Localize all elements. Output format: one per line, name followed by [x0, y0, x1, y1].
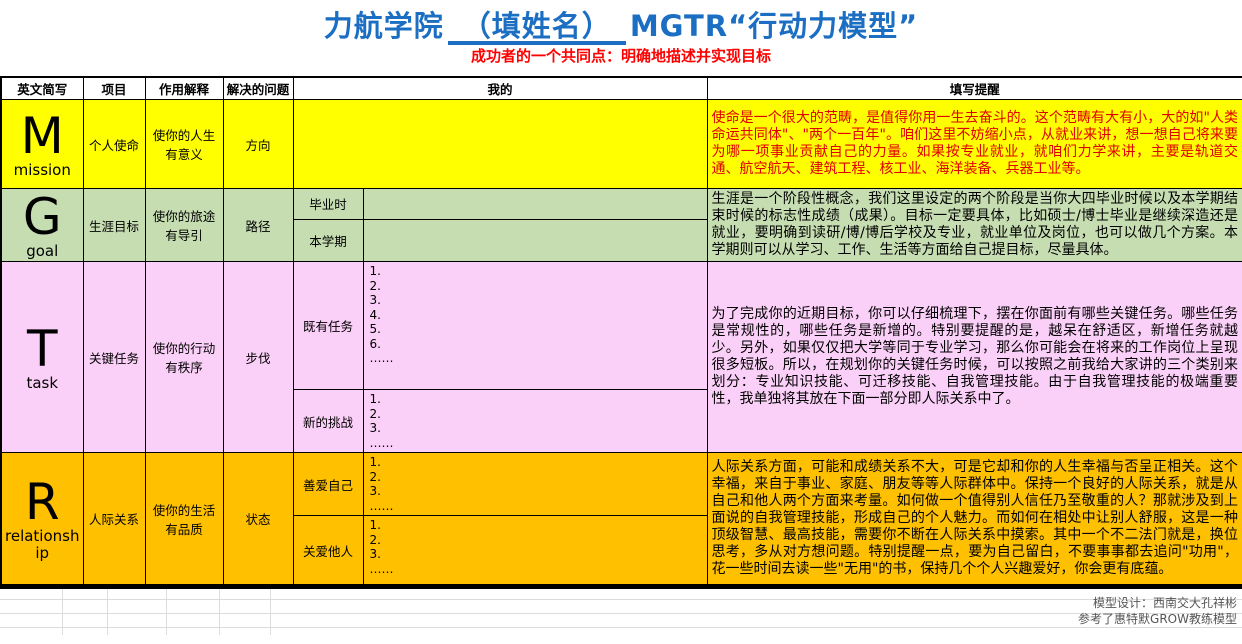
- title-model-name: MGTR“行动力模型”: [629, 9, 919, 43]
- page-subtitle: 成功者的一个共同点：明确地描述并实现目标: [470, 47, 771, 65]
- task-item-cell: 关键任务: [82, 261, 146, 453]
- mgtr-model-table: 英文简写 项目 作用解释 解决的问题 我的 填写提醒 M mission 个人使…: [0, 76, 1242, 589]
- goal-abbr-cell: G goal: [0, 188, 84, 262]
- task-sub2-label-cell: 新的挑战: [292, 389, 364, 453]
- mission-problem-cell: 方向: [222, 99, 294, 189]
- goal-sub1-label-cell: 毕业时: [292, 188, 364, 220]
- model-designer-note: 模型设计：西南交大孔祥彬: [1092, 596, 1237, 610]
- header-explain: 作用解释: [144, 76, 224, 100]
- header-mine: 我的: [292, 76, 708, 100]
- goal-item-cell: 生涯目标: [82, 188, 146, 262]
- relationship-sub2-label-cell: 关爱他人: [292, 515, 364, 587]
- footer-notes: 模型设计：西南交大孔祥彬 参考了惠特默GROW教练模型: [1078, 595, 1237, 627]
- relationship-problem-cell: 状态: [222, 452, 294, 587]
- mine-task-existing-cell[interactable]: 1. 2. 3. 4. 5. 6. ……: [362, 261, 708, 390]
- task-row-existing: T task 关键任务 使你的行动有秩序 步伐 既有任务 1. 2. 3. 4.…: [0, 261, 1242, 453]
- task-row-new: 新的挑战 1. 2. 3. ……: [1, 389, 1242, 453]
- relationship-letter: R: [24, 472, 60, 531]
- mine-relationship-others-cell[interactable]: 1. 2. 3. ……: [362, 515, 708, 587]
- goal-row-graduation: G goal 生涯目标 使你的旅途有导引 路径 毕业时 生涯是一个阶段性概念，我…: [0, 188, 1242, 262]
- mission-word: mission: [13, 160, 71, 179]
- relationship-abbr-cell: R relationship: [0, 452, 84, 587]
- goal-explain-cell: 使你的旅途有导引: [144, 188, 224, 262]
- relationship-word: relationship: [5, 526, 80, 562]
- mission-row: M mission 个人使命 使你的人生有意义 方向 使命是一个很大的范畴，是值…: [0, 99, 1242, 189]
- mine-goal-semester-cell[interactable]: [362, 218, 708, 263]
- relationship-explain-cell: 使你的生活有品质: [144, 452, 224, 587]
- goal-sub2-label-cell: 本学期: [292, 218, 364, 263]
- goal-row-semester: 本学期: [1, 218, 1242, 263]
- task-sub1-label-cell: 既有任务: [292, 261, 364, 390]
- mine-goal-graduation-cell[interactable]: [362, 188, 708, 220]
- mission-letter: M: [20, 106, 64, 165]
- mission-reminder-cell: 使命是一个很大的范畴，是值得你用一生去奋斗的。这个范畴有大有小，大的如"人类命运…: [706, 99, 1242, 189]
- mine-relationship-self-cell[interactable]: 1. 2. 3. ……: [362, 452, 708, 516]
- mine-task-new-cell[interactable]: 1. 2. 3. ……: [362, 389, 708, 453]
- header-reminder: 填写提醒: [706, 76, 1242, 100]
- task-problem-cell: 步伐: [222, 261, 294, 453]
- header-abbr: 英文简写: [0, 76, 84, 100]
- header-item: 项目: [82, 76, 146, 100]
- relationship-row-others: 关爱他人 1. 2. 3. ……: [1, 515, 1242, 587]
- mission-item-cell: 个人使命: [82, 99, 146, 189]
- relationship-reminder-cell: 人际关系方面，可能和成绩关系不大，可是它却和你的人生幸福与否呈正相关。这个幸福，…: [706, 452, 1242, 587]
- goal-word: goal: [26, 241, 59, 260]
- mission-explain-cell: 使你的人生有意义: [144, 99, 224, 189]
- relationship-sub1-label-cell: 善爱自己: [292, 452, 364, 516]
- title-school: 力航学院: [323, 9, 444, 43]
- relationship-row-self: R relationship 人际关系 使你的生活有品质 状态 善爱自己 1. …: [0, 452, 1242, 587]
- task-letter: T: [26, 319, 58, 378]
- header-problem: 解决的问题: [222, 76, 294, 100]
- model-reference-note: 参考了惠特默GROW教练模型: [1078, 612, 1237, 626]
- relationship-item-cell: 人际关系: [82, 452, 146, 587]
- footer-grid-area: 模型设计：西南交大孔祥彬 参考了惠特默GROW教练模型: [0, 589, 1242, 635]
- goal-problem-cell: 路径: [222, 188, 294, 262]
- mission-abbr-cell: M mission: [0, 99, 84, 189]
- task-word: task: [26, 373, 59, 392]
- page-title: 力航学院 （填姓名） MGTR“行动力模型”: [0, 0, 1242, 45]
- task-explain-cell: 使你的行动有秩序: [144, 261, 224, 453]
- goal-letter: G: [22, 188, 62, 246]
- table-header-row: 英文简写 项目 作用解释 解决的问题 我的 填写提醒: [0, 76, 1242, 100]
- task-abbr-cell: T task: [0, 261, 84, 453]
- title-fill-name-blank: （填姓名）: [447, 11, 626, 45]
- goal-reminder-cell: 生涯是一个阶段性概念，我们这里设定的两个阶段是当你大四毕业时候以及本学期结束时候…: [706, 188, 1242, 262]
- mine-mission-cell[interactable]: [292, 99, 708, 189]
- task-reminder-cell: 为了完成你的近期目标，你可以仔细梳理下，摆在你面前有哪些关键任务。哪些任务是常规…: [706, 261, 1242, 453]
- title-bar: 力航学院 （填姓名） MGTR“行动力模型” 成功者的一个共同点：明确地描述并实现目…: [0, 0, 1242, 76]
